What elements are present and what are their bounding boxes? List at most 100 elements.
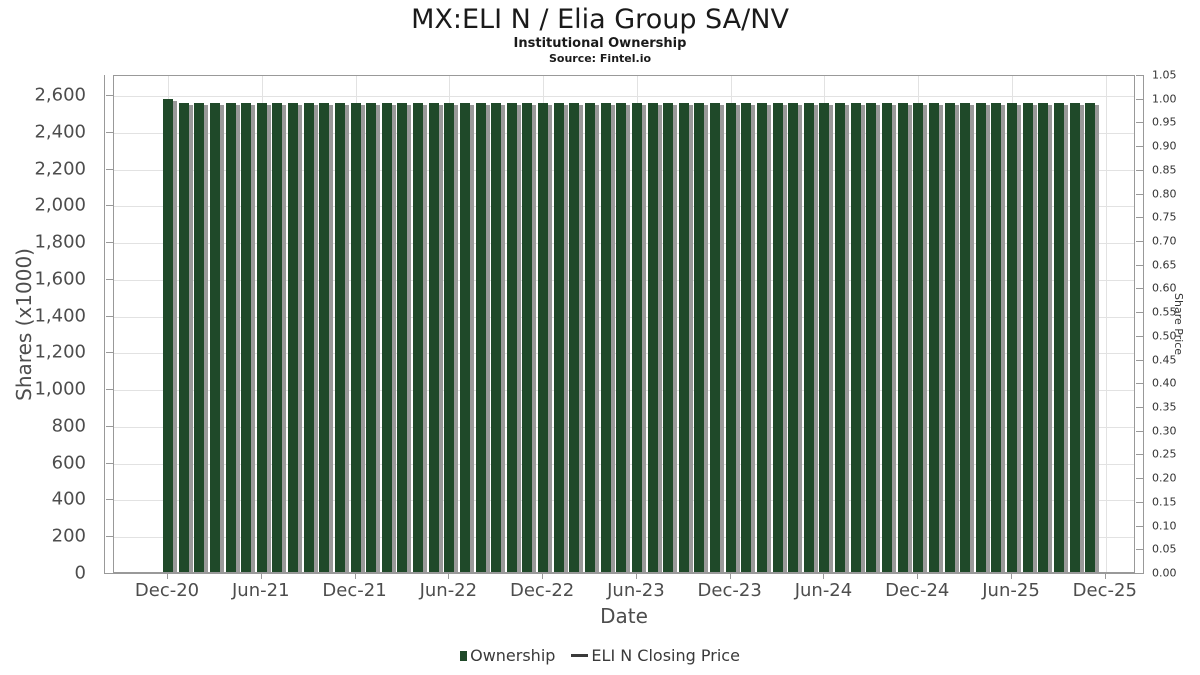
legend-label-closing-price: ELI N Closing Price bbox=[591, 646, 740, 665]
ownership-bar[interactable] bbox=[350, 103, 365, 572]
x-ticks bbox=[113, 574, 1135, 580]
y-right-tick bbox=[1136, 122, 1143, 124]
y-right-tick-label: 0.90 bbox=[1152, 139, 1177, 153]
ownership-bar[interactable] bbox=[1069, 103, 1084, 572]
x-axis-title: Date bbox=[600, 604, 648, 628]
ownership-bar[interactable] bbox=[444, 103, 459, 572]
ownership-bar[interactable] bbox=[334, 103, 349, 572]
ownership-bar[interactable] bbox=[866, 103, 881, 572]
y-left-tick-label: 0 bbox=[74, 562, 86, 584]
ownership-bar[interactable] bbox=[381, 103, 396, 572]
y-right-tick bbox=[1136, 75, 1143, 76]
chart-source: Source: Fintel.io bbox=[548, 52, 652, 65]
ownership-bar[interactable] bbox=[756, 103, 771, 572]
ownership-bar[interactable] bbox=[881, 103, 896, 572]
ownership-bar[interactable] bbox=[600, 103, 615, 572]
y-right-tick bbox=[1136, 217, 1143, 219]
ownership-bar[interactable] bbox=[366, 103, 381, 572]
x-tick bbox=[260, 574, 262, 579]
ownership-bar[interactable] bbox=[819, 103, 834, 572]
y-right-axis-title-text: Share Price bbox=[1172, 292, 1185, 356]
ownership-bar[interactable] bbox=[475, 103, 490, 572]
ownership-bar[interactable] bbox=[538, 103, 553, 572]
ownership-bar[interactable] bbox=[303, 103, 318, 572]
y-left-tick bbox=[106, 168, 113, 170]
x-tick-label: Dec-23 bbox=[697, 580, 762, 601]
y-left-tick-label: 1,200 bbox=[34, 341, 86, 363]
ownership-bar[interactable] bbox=[506, 103, 521, 572]
ownership-bar[interactable] bbox=[975, 103, 990, 572]
y-right-tick-label: 0.40 bbox=[1152, 376, 1177, 390]
x-tick bbox=[354, 574, 356, 579]
ownership-bar[interactable] bbox=[788, 103, 803, 572]
y-right-tick-label: 0.60 bbox=[1152, 281, 1177, 295]
ownership-bar[interactable] bbox=[209, 103, 224, 572]
ownership-bar[interactable] bbox=[616, 103, 631, 572]
ownership-bar[interactable] bbox=[897, 103, 912, 572]
right-axis-spine bbox=[1143, 75, 1144, 574]
ownership-bar[interactable] bbox=[991, 103, 1006, 572]
ownership-bar[interactable] bbox=[631, 103, 646, 572]
ownership-bar[interactable] bbox=[928, 103, 943, 572]
x-tick bbox=[729, 574, 731, 579]
y-right-tick-labels: 0.00 0.05 0.10 0.15 0.20 0.25 0.30 0.35 0.40 0.45… bbox=[1152, 69, 1198, 580]
y-left-tick bbox=[106, 425, 113, 427]
ownership-bar[interactable] bbox=[1007, 103, 1022, 572]
ownership-bar[interactable] bbox=[256, 103, 271, 572]
ownership-bar[interactable] bbox=[522, 103, 537, 572]
ownership-bar-swatch-icon bbox=[460, 650, 468, 661]
ownership-bar[interactable] bbox=[241, 103, 256, 572]
ownership-bar[interactable] bbox=[225, 103, 240, 572]
ownership-bar[interactable] bbox=[1038, 103, 1053, 572]
y-right-tick-label: 0.80 bbox=[1152, 187, 1177, 201]
ownership-bar[interactable] bbox=[772, 103, 787, 572]
ownership-bar[interactable] bbox=[585, 103, 599, 572]
y-right-tick-label: 0.00 bbox=[1152, 566, 1177, 580]
ownership-bar[interactable] bbox=[1053, 103, 1068, 572]
ownership-bar[interactable] bbox=[163, 98, 177, 573]
ownership-bar[interactable] bbox=[647, 103, 662, 572]
ownership-bar[interactable] bbox=[194, 103, 209, 572]
y-right-tick-label: 0.45 bbox=[1152, 353, 1177, 367]
legend-item-closing-price[interactable]: ELI N Closing Price bbox=[571, 646, 740, 665]
ownership-bar[interactable] bbox=[913, 103, 928, 572]
closing-price-line-swatch-icon bbox=[571, 654, 589, 657]
ownership-bar[interactable] bbox=[491, 103, 506, 572]
y-right-tick bbox=[1136, 169, 1143, 171]
ownership-bar[interactable] bbox=[1022, 103, 1037, 572]
ownership-bar[interactable] bbox=[663, 103, 678, 572]
ownership-bar[interactable] bbox=[678, 103, 693, 572]
ownership-bar[interactable] bbox=[1085, 103, 1100, 572]
y-right-tick bbox=[1136, 383, 1143, 385]
y-right-tick-label: 1.00 bbox=[1152, 92, 1177, 106]
ownership-bar[interactable] bbox=[569, 103, 584, 572]
ownership-bar[interactable] bbox=[741, 103, 756, 572]
y-left-tick-label: 2,200 bbox=[34, 158, 86, 180]
ownership-bar[interactable] bbox=[178, 103, 193, 572]
y-left-tick-label: 1,400 bbox=[34, 305, 86, 327]
ownership-bar[interactable] bbox=[553, 103, 568, 572]
ownership-bar[interactable] bbox=[850, 103, 865, 572]
y-right-tick-label: 0.75 bbox=[1152, 210, 1177, 224]
ownership-bar[interactable] bbox=[319, 103, 334, 572]
y-right-tick-label: 0.15 bbox=[1152, 495, 1177, 509]
ownership-bar[interactable] bbox=[960, 103, 975, 572]
ownership-bar[interactable] bbox=[835, 103, 850, 572]
ownership-bar[interactable] bbox=[694, 103, 709, 572]
ownership-bar[interactable] bbox=[803, 103, 818, 572]
y-right-tick bbox=[1136, 501, 1143, 503]
y-right-tick bbox=[1136, 193, 1143, 195]
ownership-bar[interactable] bbox=[725, 103, 740, 572]
y-left-tick-label: 600 bbox=[51, 452, 86, 474]
ownership-bar[interactable] bbox=[944, 103, 959, 572]
ownership-bar[interactable] bbox=[397, 103, 412, 572]
ownership-bar[interactable] bbox=[288, 103, 303, 572]
ownership-bar[interactable] bbox=[710, 103, 725, 572]
ownership-bar[interactable] bbox=[272, 103, 287, 572]
ownership-bar[interactable] bbox=[459, 103, 474, 572]
ownership-bar[interactable] bbox=[428, 103, 443, 572]
chart-title: MX:ELI N / Elia Group SA/NV bbox=[411, 4, 789, 35]
legend-item-ownership[interactable]: Ownership bbox=[460, 646, 555, 665]
y-right-tick-label: 1.05 bbox=[1152, 68, 1177, 82]
ownership-bar[interactable] bbox=[413, 103, 428, 572]
